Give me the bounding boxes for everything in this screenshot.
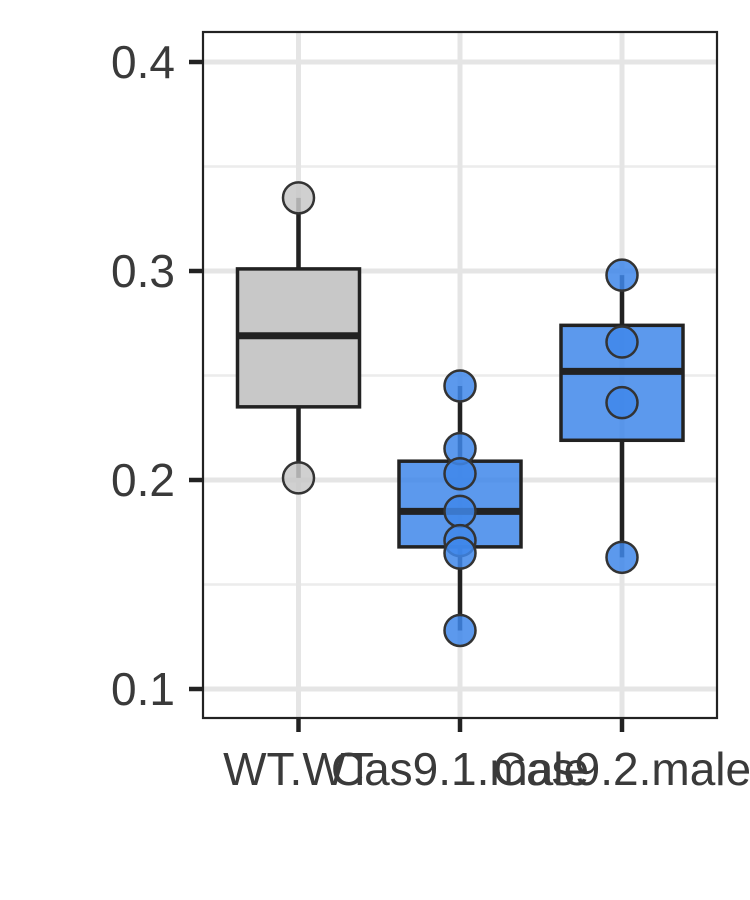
y-tick-label: 0.4 (111, 36, 175, 88)
data-point (281, 181, 316, 215)
data-point (281, 461, 316, 495)
x-tick-label: Cas9.1.male (331, 743, 589, 795)
data-point (443, 456, 477, 491)
y-axis: 0.1 0.2 0.3 0.4 (111, 36, 203, 715)
y-tick-label: 0.1 (111, 663, 175, 715)
data-point (443, 369, 477, 403)
y-tick-label: 0.2 (111, 454, 175, 506)
data-points (281, 181, 639, 648)
data-point (443, 536, 477, 570)
box-WT.WT (235, 197, 362, 478)
data-point (605, 258, 639, 292)
boxes (235, 197, 685, 631)
data-point (605, 540, 639, 575)
data-point (443, 613, 477, 648)
data-point (443, 494, 477, 529)
x-tick-label: WT.WT (223, 743, 374, 795)
y-tick-label: 0.3 (111, 245, 175, 297)
x-tick-label: Cas9.2.male (493, 743, 750, 795)
data-point (605, 325, 639, 359)
data-point (605, 385, 639, 420)
